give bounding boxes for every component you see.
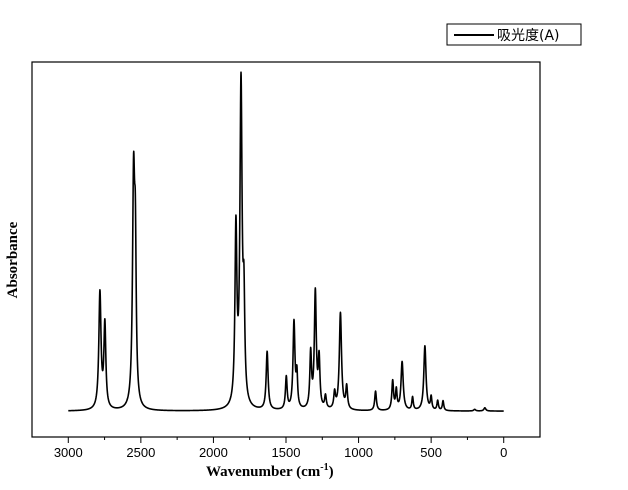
x-tick-label-1500: 1500 — [272, 445, 301, 460]
x-axis-title-superscript: -1 — [320, 462, 328, 473]
x-tick-label-3000: 3000 — [54, 445, 83, 460]
x-tick-label-500: 500 — [420, 445, 442, 460]
x-axis-title-end: ) — [329, 464, 334, 480]
x-tick-label-1000: 1000 — [344, 445, 373, 460]
x-tick-label-2500: 2500 — [126, 445, 155, 460]
x-tick-label-0: 0 — [500, 445, 507, 460]
legend-box — [446, 23, 582, 46]
x-axis-title: Wavenumber (cm-1) — [206, 462, 334, 480]
x-tick-label-2000: 2000 — [199, 445, 228, 460]
series-line-absorbance — [67, 71, 505, 412]
legend-label: 吸光度(A) — [497, 28, 560, 44]
legend: 吸光度(A) — [446, 23, 582, 46]
x-axis-ticks: 3000 2500 2000 1500 1000 500 0 — [54, 437, 507, 460]
y-axis-title: Absorbance — [5, 221, 21, 298]
